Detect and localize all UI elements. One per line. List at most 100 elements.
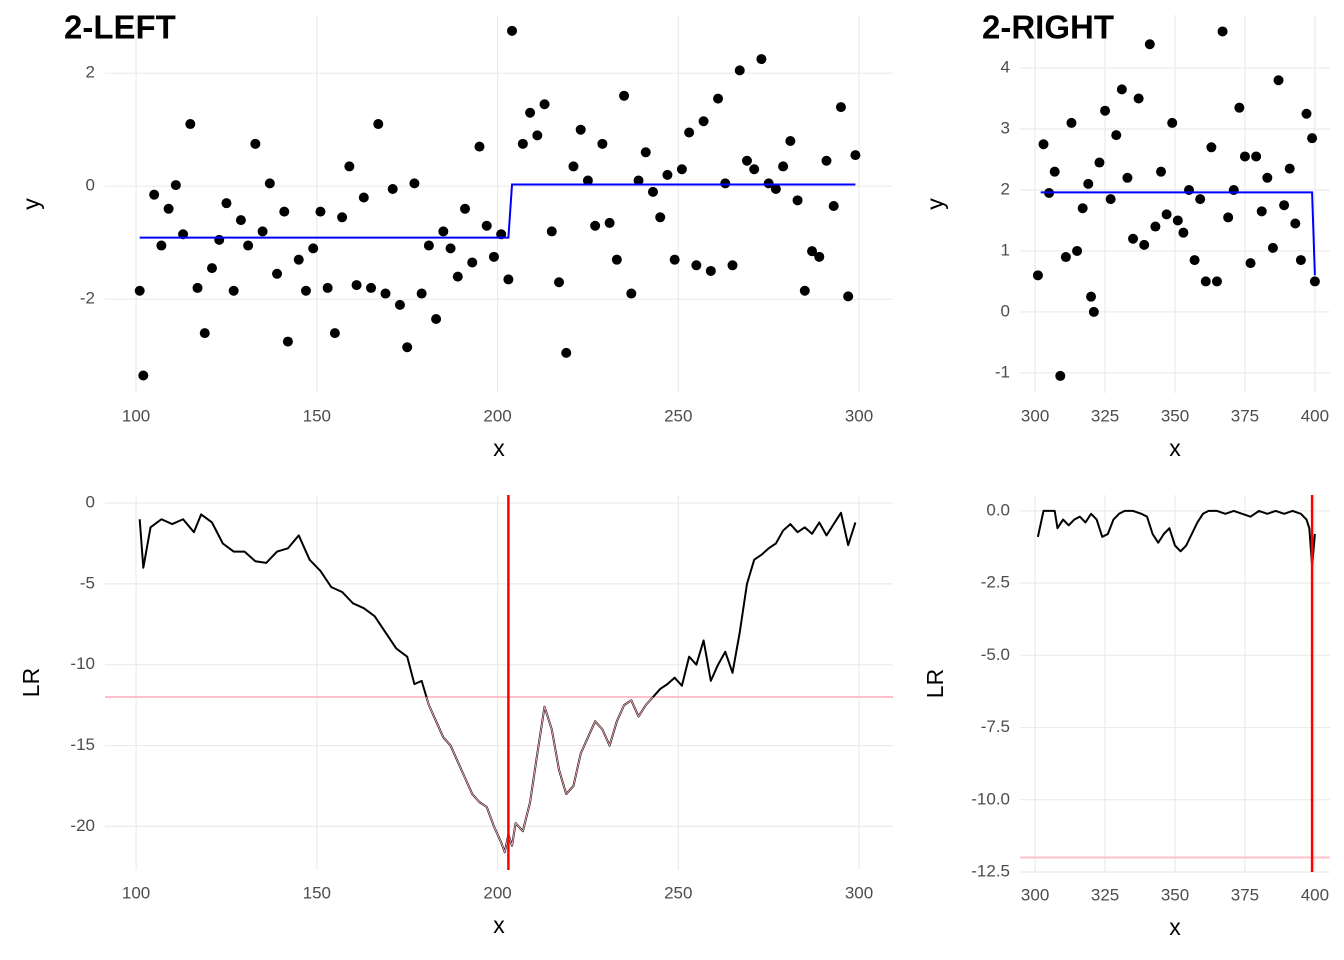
point — [1239, 151, 1250, 162]
point — [206, 263, 217, 274]
x-axis-title: x — [1169, 914, 1181, 940]
point — [1128, 233, 1139, 244]
point — [1066, 117, 1077, 128]
point — [170, 180, 181, 191]
point — [539, 99, 550, 110]
y-tick-label: 0 — [86, 176, 95, 195]
y-axis-title: y — [18, 198, 44, 210]
y-tick-label: 1 — [1001, 240, 1010, 259]
point — [1189, 255, 1200, 266]
point — [1150, 221, 1161, 232]
point — [792, 195, 803, 206]
point — [149, 189, 160, 200]
point — [1279, 200, 1290, 211]
y-tick-label: -5 — [80, 573, 95, 592]
point — [344, 161, 355, 172]
point — [626, 288, 637, 299]
x-tick-label: 150 — [303, 883, 331, 902]
point — [1183, 184, 1194, 195]
point — [1200, 276, 1211, 287]
point — [1032, 270, 1043, 281]
y-axis-title: LR — [18, 668, 44, 697]
lr-line-below — [425, 697, 654, 853]
point — [366, 282, 377, 293]
point — [315, 206, 326, 217]
x-tick-label: 300 — [1021, 406, 1049, 425]
point — [488, 251, 499, 262]
point — [1060, 252, 1071, 263]
point — [669, 254, 680, 265]
x-tick-label: 200 — [483, 883, 511, 902]
point — [1094, 157, 1105, 168]
y-tick-label: -5.0 — [981, 645, 1010, 664]
point — [402, 342, 413, 353]
point — [1195, 194, 1206, 205]
point — [1122, 172, 1133, 183]
point — [684, 127, 695, 138]
point — [445, 243, 456, 254]
point — [257, 226, 268, 237]
point — [633, 175, 644, 186]
point — [1273, 75, 1284, 86]
x-axis-title: x — [1169, 435, 1181, 461]
y-tick-label: -10.0 — [971, 789, 1010, 808]
point — [662, 169, 673, 180]
point — [329, 328, 340, 339]
point — [163, 203, 174, 214]
point — [575, 124, 586, 135]
point — [611, 254, 622, 265]
point — [705, 265, 716, 276]
point — [1161, 209, 1172, 220]
point — [1086, 291, 1097, 302]
panel: 300 325 350 375 400 0.0 -2.5 -5.0 -7.5 -10.0 -12.5… — [922, 495, 1330, 940]
point — [835, 102, 846, 113]
panel-title: 2-LEFT — [64, 9, 176, 46]
point — [1178, 227, 1189, 238]
point — [308, 243, 319, 254]
point — [431, 313, 442, 324]
point — [264, 178, 275, 189]
point — [300, 285, 311, 296]
point — [727, 260, 738, 271]
point — [423, 240, 434, 251]
point — [756, 54, 767, 65]
x-tick-label: 200 — [483, 406, 511, 425]
point — [503, 274, 514, 285]
point — [214, 234, 225, 245]
point — [293, 254, 304, 265]
point — [185, 119, 196, 130]
y-tick-label: 3 — [1001, 118, 1010, 137]
point — [568, 161, 579, 172]
point — [1206, 142, 1217, 153]
point — [394, 299, 405, 310]
point — [1217, 26, 1228, 37]
point — [1139, 239, 1150, 250]
y-tick-label: -7.5 — [981, 717, 1010, 736]
point — [373, 119, 384, 130]
y-axis-title: LR — [922, 669, 948, 698]
x-tick-label: 350 — [1161, 885, 1189, 904]
point — [228, 285, 239, 296]
point — [156, 240, 167, 251]
point — [1111, 130, 1122, 141]
point — [1105, 194, 1116, 205]
point — [814, 251, 825, 262]
x-tick-label: 300 — [845, 406, 873, 425]
point — [843, 291, 854, 302]
point — [655, 212, 666, 223]
lr-line-below — [1038, 511, 1315, 566]
point — [1223, 212, 1234, 223]
point — [481, 220, 492, 231]
point — [474, 141, 485, 152]
point — [1284, 163, 1295, 174]
x-tick-label: 300 — [1021, 885, 1049, 904]
point — [1055, 370, 1066, 381]
y-tick-label: -10 — [70, 654, 95, 673]
x-tick-label: 350 — [1161, 406, 1189, 425]
point — [1295, 255, 1306, 266]
y-tick-label: 0 — [86, 493, 95, 512]
point — [749, 164, 760, 175]
point — [821, 155, 832, 166]
point — [1083, 178, 1094, 189]
point — [138, 370, 149, 381]
